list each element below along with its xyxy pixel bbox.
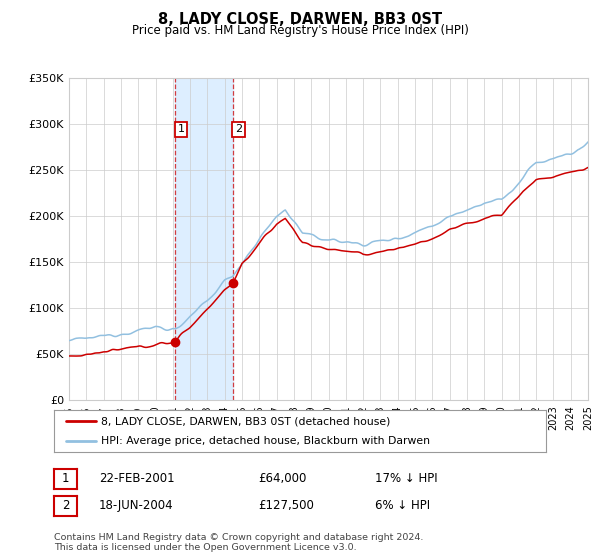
- Text: 6% ↓ HPI: 6% ↓ HPI: [375, 499, 430, 512]
- Text: 22-FEB-2001: 22-FEB-2001: [99, 472, 175, 486]
- Text: 2: 2: [62, 499, 69, 512]
- Text: 17% ↓ HPI: 17% ↓ HPI: [375, 472, 437, 486]
- Text: 1: 1: [62, 472, 69, 486]
- Text: £64,000: £64,000: [258, 472, 307, 486]
- Text: 1: 1: [178, 124, 185, 134]
- Bar: [175, 78, 233, 400]
- Text: £127,500: £127,500: [258, 499, 314, 512]
- Text: This data is licensed under the Open Government Licence v3.0.: This data is licensed under the Open Gov…: [54, 543, 356, 552]
- Text: 18-JUN-2004: 18-JUN-2004: [99, 499, 173, 512]
- Text: Price paid vs. HM Land Registry's House Price Index (HPI): Price paid vs. HM Land Registry's House …: [131, 24, 469, 36]
- Text: 8, LADY CLOSE, DARWEN, BB3 0ST: 8, LADY CLOSE, DARWEN, BB3 0ST: [158, 12, 442, 27]
- Text: 2: 2: [235, 124, 242, 134]
- Text: 8, LADY CLOSE, DARWEN, BB3 0ST (detached house): 8, LADY CLOSE, DARWEN, BB3 0ST (detached…: [101, 416, 390, 426]
- Text: HPI: Average price, detached house, Blackburn with Darwen: HPI: Average price, detached house, Blac…: [101, 436, 430, 446]
- Text: Contains HM Land Registry data © Crown copyright and database right 2024.: Contains HM Land Registry data © Crown c…: [54, 533, 424, 542]
